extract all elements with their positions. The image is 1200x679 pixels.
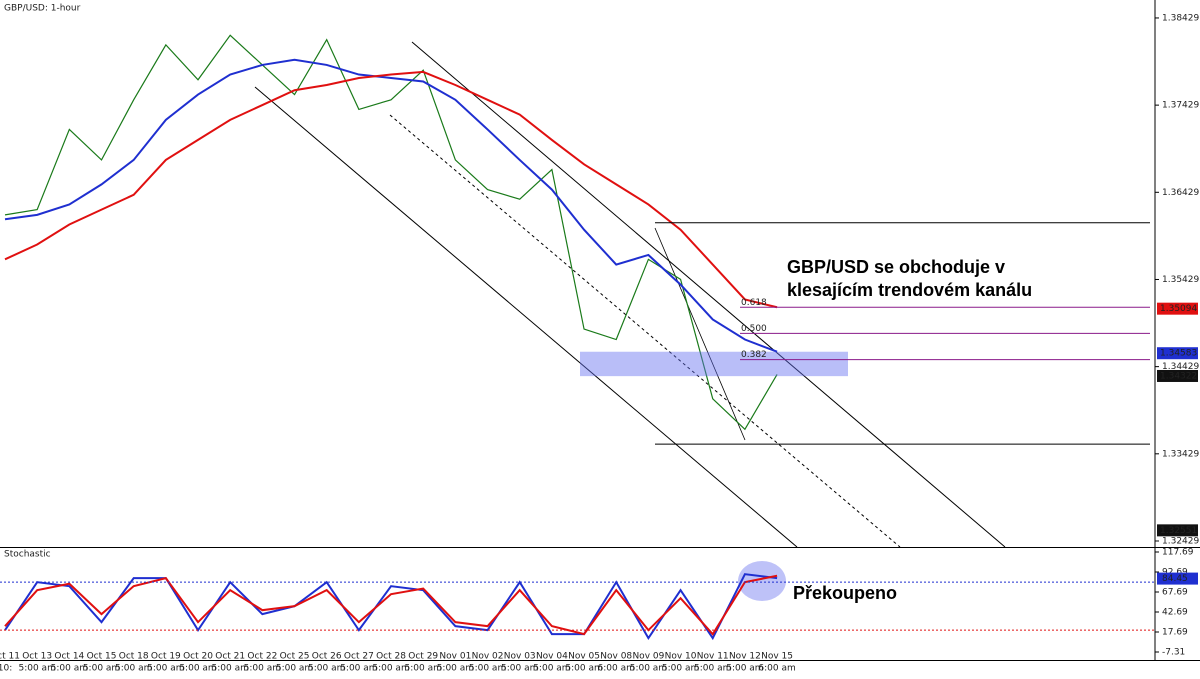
- series-line: [4, 573, 778, 641]
- y-tick-label: 42.69: [1162, 608, 1188, 618]
- x-time-label: 5:00 am: [276, 664, 313, 674]
- support-zone: [580, 351, 848, 377]
- chart-title: GBP/USD: 1-hour: [4, 4, 81, 14]
- x-time-label: 5:00 am: [437, 664, 474, 674]
- x-time-label: 5:00 am: [340, 664, 377, 674]
- price-badge-label: 1.34583: [1160, 349, 1197, 359]
- y-tick-label: 1.37429: [1162, 101, 1199, 111]
- x-time-label: 5:00 am: [51, 664, 88, 674]
- x-time-label: 5:00 am: [694, 664, 731, 674]
- price-badge-label: 1.32551: [1160, 526, 1197, 536]
- price-badge-label: 1.35094: [1160, 304, 1197, 314]
- x-time-label: 5:00 am: [372, 664, 409, 674]
- y-tick-label: 17.69: [1162, 628, 1188, 638]
- x-tick-label: Oct 18: [119, 652, 149, 662]
- x-tick-label: Nov 15: [761, 652, 793, 662]
- x-tick-label: Oct 29: [408, 652, 438, 662]
- y-tick-label: 67.69: [1162, 588, 1188, 598]
- y-tick-label: 1.36429: [1162, 188, 1199, 198]
- x-time-label: 5:00 am: [662, 664, 699, 674]
- x-time-label: 5:00 am: [18, 664, 55, 674]
- price-badge: [1157, 369, 1198, 382]
- x-tick-label: Nov 01: [439, 652, 471, 662]
- x-time-label: 6:00 am: [758, 664, 795, 674]
- x-time-label: 10:: [0, 664, 12, 674]
- x-tick-label: Nov 05: [568, 652, 600, 662]
- x-tick-label: Oct 15: [87, 652, 117, 662]
- stoch-badge-label: 84.45: [1162, 574, 1188, 584]
- x-time-label: 5:00 am: [726, 664, 763, 674]
- x-time-label: 5:00 am: [308, 664, 345, 674]
- x-tick-label: Nov 12: [729, 652, 761, 662]
- x-tick-label: Oct 21: [215, 652, 245, 662]
- x-tick-label: Nov 11: [697, 652, 729, 662]
- x-tick-label: Oct 14: [54, 652, 84, 662]
- panel-title: Stochastic: [4, 550, 51, 560]
- series-line: [4, 58, 778, 353]
- price-badge: [1157, 302, 1198, 315]
- x-time-label: 5:00 am: [565, 664, 602, 674]
- x-time-label: 5:00 am: [469, 664, 506, 674]
- x-time-label: 5:00 am: [405, 664, 442, 674]
- x-tick-label: Nov 04: [536, 652, 568, 662]
- x-time-label: 5:00 am: [115, 664, 152, 674]
- channel-lower: [254, 86, 798, 548]
- x-time-label: 5:00 am: [179, 664, 216, 674]
- y-tick-label: 1.34429: [1162, 362, 1199, 372]
- x-tick-label: Oct 19: [151, 652, 181, 662]
- x-tick-label: Oct 20: [183, 652, 213, 662]
- y-tick-label: 92.69: [1162, 568, 1188, 578]
- x-tick-label: Oct 27: [344, 652, 374, 662]
- price-badge: [1157, 524, 1198, 537]
- y-tick-label: -7.31: [1162, 648, 1185, 658]
- x-time-label: 5:00 am: [630, 664, 667, 674]
- x-time-label: 5:00 am: [244, 664, 281, 674]
- series-line: [4, 34, 778, 431]
- channel: [254, 41, 1006, 548]
- stoch-badge: [1157, 572, 1198, 585]
- x-tick-label: Nov 08: [600, 652, 632, 662]
- series-line: [4, 70, 778, 309]
- y-tick-label: 117.69: [1162, 548, 1194, 558]
- x-tick-label: Nov 09: [632, 652, 664, 662]
- y-tick-label: 1.35429: [1162, 275, 1199, 285]
- x-time-label: 5:00 am: [147, 664, 184, 674]
- y-tick-label: 1.38429: [1162, 13, 1199, 23]
- overbought-highlight: [738, 561, 786, 601]
- x-time-label: 5:00 am: [533, 664, 570, 674]
- annotation: GBP/USD se obchoduje v: [787, 257, 1005, 277]
- fib-anchor: [654, 227, 746, 441]
- fib-label: 0.382: [741, 350, 767, 360]
- x-tick-label: Oct 28: [376, 652, 406, 662]
- x-tick-label: Nov 10: [665, 652, 697, 662]
- x-time-label: 6:00 am: [598, 664, 635, 674]
- x-tick-label: Oct 13: [22, 652, 52, 662]
- annotation: Překoupeno: [793, 583, 897, 603]
- x-tick-label: Nov 02: [472, 652, 504, 662]
- price-badge-label: 1.34322: [1160, 371, 1197, 381]
- channel-upper: [411, 41, 1006, 548]
- x-time-label: 5:00 am: [212, 664, 249, 674]
- x-tick-label: Nov 03: [504, 652, 536, 662]
- y-tick-label: 1.32429: [1162, 536, 1199, 546]
- x-time-label: 5:00 am: [501, 664, 538, 674]
- x-tick-label: Oct 22: [247, 652, 277, 662]
- fib-label: 0.618: [741, 298, 767, 308]
- x-tick-label: Oct 26: [312, 652, 342, 662]
- price-badge: [1157, 347, 1198, 360]
- x-time-label: 5:00 am: [83, 664, 120, 674]
- x-tick-label: Oct 11: [0, 652, 20, 662]
- fib-label: 0.500: [741, 324, 767, 334]
- x-tick-label: Oct 25: [280, 652, 310, 662]
- annotation: klesajícím trendovém kanálu: [787, 280, 1032, 300]
- y-tick-label: 1.33429: [1162, 449, 1199, 459]
